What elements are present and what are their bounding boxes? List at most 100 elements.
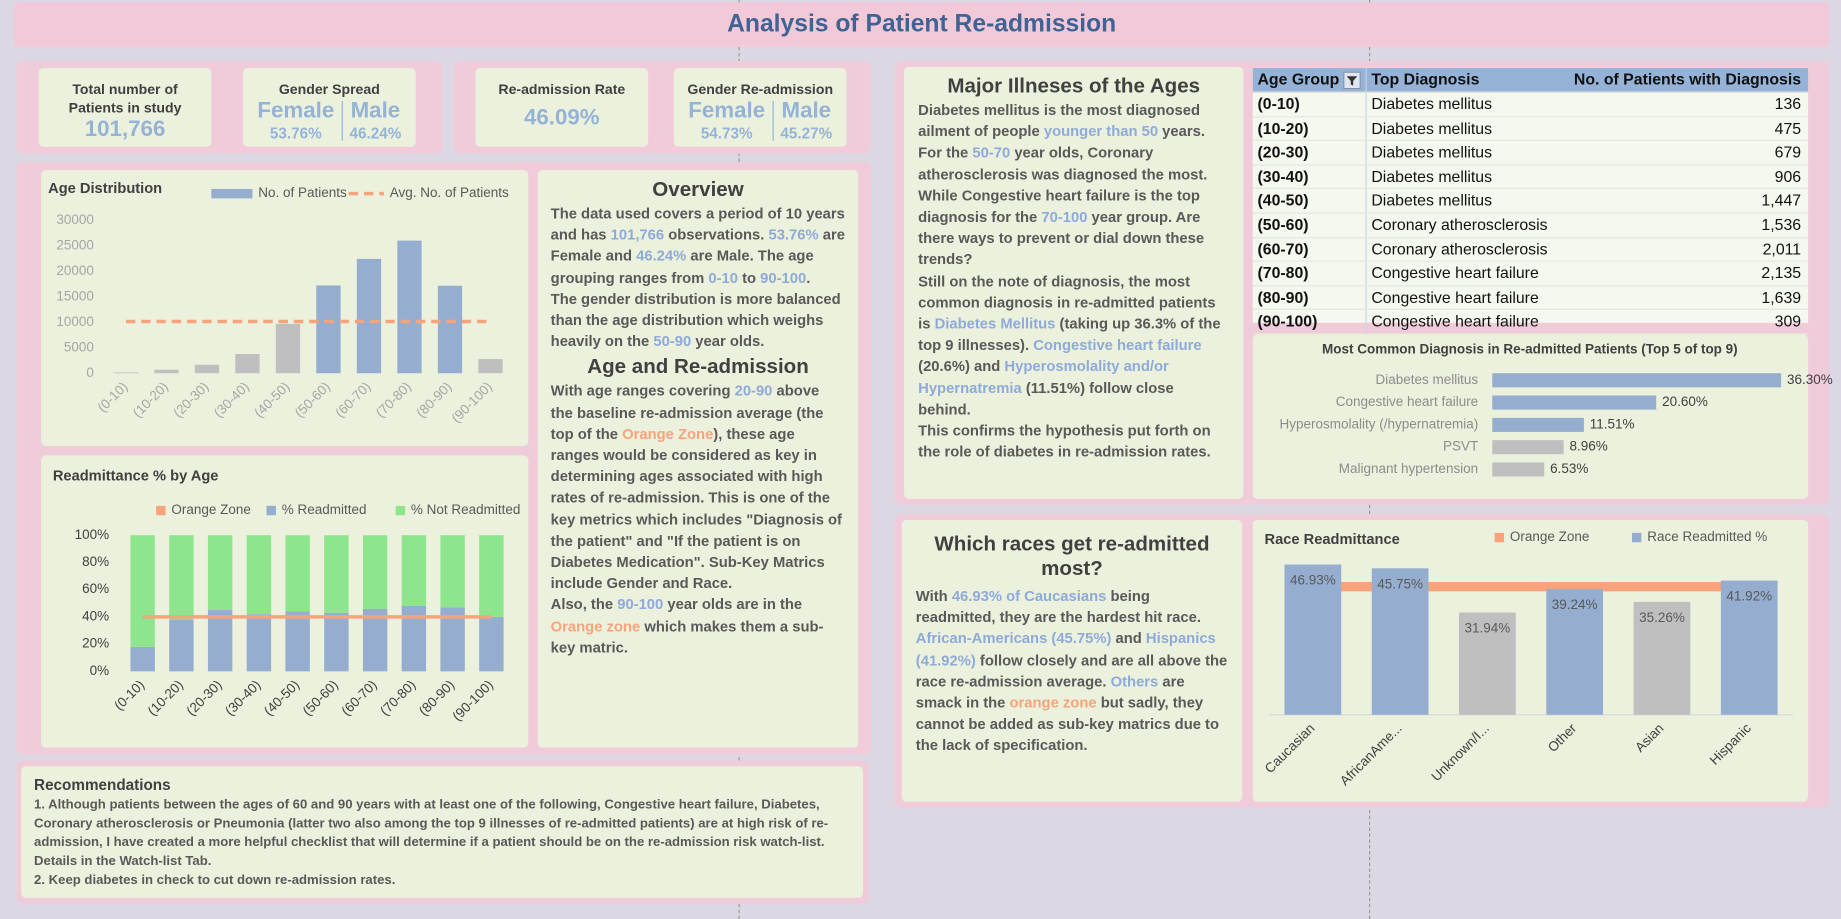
text-segment: This confirms the hypothesis put forth o…: [918, 422, 1211, 461]
legend-label: No. of Patients: [258, 185, 347, 200]
table-cell: 1,447: [1761, 191, 1802, 210]
panel-heading: Major Illneses of the Ages: [947, 73, 1201, 98]
chart-title: Race Readmittance: [1265, 532, 1400, 548]
kpi-pair: Female 53.76% Male 46.24%: [243, 99, 416, 144]
table-cell: (20-30): [1253, 141, 1367, 165]
text-segment: year group. Are there ways to prevent or…: [918, 208, 1205, 269]
bar: [1492, 462, 1545, 477]
y-tick-label: 0%: [90, 663, 110, 678]
x-tick-label: (40-50): [251, 379, 292, 420]
x-tick-label: (10-20): [145, 677, 186, 718]
y-tick-label: 5000: [64, 339, 94, 354]
table-cell: (0-10): [1253, 92, 1367, 116]
bar: [356, 258, 382, 374]
filter-icon[interactable]: [1343, 71, 1361, 90]
data-label: 36.30%: [1787, 372, 1833, 387]
table-cell: Congestive heart failure: [1371, 312, 1539, 331]
bar: [316, 285, 341, 374]
x-tick-label: (60-70): [338, 677, 379, 718]
category-label: PSVT: [1443, 439, 1478, 454]
text-segment: 2. Keep diabetes in check to cut down re…: [34, 873, 396, 888]
table-cell: 1,536: [1761, 215, 1802, 234]
legend-label: Orange Zone: [1510, 529, 1589, 544]
text-segment: year olds, Coronary atherosclerosis was …: [918, 144, 1208, 226]
kpi-item: Female 54.73%: [681, 99, 772, 144]
separator: [772, 100, 774, 141]
text-segment: are smack in the: [915, 673, 1185, 712]
text-segment: above the baseline re-admission average …: [550, 383, 824, 443]
kpi-item: Female 53.76%: [250, 99, 341, 144]
text-segment: which makes them a sub-key matric.: [550, 618, 824, 656]
text-segment: 1. Although patients between the ages of…: [34, 798, 829, 869]
data-label: 41.92%: [1726, 589, 1772, 604]
text-segment: The data used covers a period of 10 year…: [550, 205, 845, 244]
text-segment: but sadly, they cannot be added as sub-k…: [915, 694, 1220, 755]
y-tick-label: 80%: [82, 554, 109, 569]
panel-heading: Which races get re-admitted most?: [934, 531, 1210, 580]
text-panel: Recommendations 1. Although patients bet…: [21, 766, 863, 898]
chart-title: Age Distribution: [48, 181, 162, 197]
x-tick-label: (50-60): [300, 677, 341, 718]
highlight: 70-100: [1041, 208, 1088, 226]
bar-segment: [207, 610, 233, 672]
bar-segment: [169, 535, 194, 620]
highlight: 90-100: [617, 596, 664, 614]
data-label: 35.26%: [1639, 610, 1685, 625]
bar-segment: [324, 535, 349, 613]
legend-label: Race Readmitted %: [1647, 529, 1767, 544]
text-segment: are Female and: [550, 226, 845, 265]
kpi-name: Male: [350, 98, 401, 124]
table-row: (30-40) Diabetes mellitus 906: [1252, 165, 1809, 190]
table-cell: Diabetes mellitus: [1371, 167, 1493, 186]
table-cell: (50-60): [1253, 213, 1367, 237]
highlight: Orange Zone: [622, 425, 714, 443]
bar-segment: [246, 614, 272, 672]
x-tick-label: (90-100): [448, 379, 495, 426]
highlight: African-Americans (45.75%): [915, 630, 1112, 648]
highlight: 46.93% of Caucasians: [951, 588, 1107, 605]
text-segment: observations.: [664, 226, 769, 244]
data-label: 6.53%: [1550, 461, 1588, 476]
table-header: Age Group Top Diagnosis No. of Patients wi…: [1252, 68, 1809, 93]
table-row: (50-60) Coronary atherosclerosis 1,536: [1252, 213, 1809, 238]
text-segment: .: [806, 269, 811, 286]
x-tick-label: Other: [1545, 720, 1580, 755]
text-segment: With: [915, 588, 952, 605]
highlight: younger than 50: [1043, 123, 1159, 140]
x-tick-label: (20-30): [170, 379, 211, 420]
legend-label: % Readmitted: [282, 502, 367, 517]
chart: Race Readmittance Orange Zone Race Readmit…: [1262, 529, 1793, 788]
bar: [1720, 580, 1778, 715]
table-cell: Diabetes mellitus: [1371, 143, 1493, 162]
table-cell: 2,011: [1762, 240, 1802, 258]
bar: [275, 323, 301, 374]
y-tick-label: 0: [86, 365, 94, 380]
bar: [1492, 440, 1564, 455]
x-tick-label: (0-10): [95, 379, 131, 415]
bar-segment: [440, 535, 465, 608]
legend-swatch: [1632, 532, 1642, 543]
bar: [397, 240, 422, 374]
text-segment: year olds are in the: [663, 596, 803, 614]
bar: [1459, 612, 1516, 715]
y-tick-label: 100%: [75, 527, 110, 542]
table-cell: Diabetes mellitus: [1371, 191, 1493, 210]
kpi-name: Female: [257, 98, 335, 124]
panel-body: With age ranges covering 20-90 above the…: [551, 381, 846, 659]
highlight: Hyperosmolality and/or Hypernatremia: [918, 358, 1169, 397]
highlight: 46.24%: [636, 248, 687, 265]
legend-label: % Not Readmitted: [411, 502, 520, 517]
x-tick-label: (60-70): [332, 379, 373, 420]
table-cell: (60-70): [1253, 237, 1367, 261]
category-label: Congestive heart failure: [1336, 394, 1478, 409]
table-row: (10-20) Diabetes mellitus 475: [1252, 116, 1809, 142]
bar-segment: [479, 616, 504, 672]
text-segment: ), these age ranges would be considered …: [550, 425, 842, 592]
x-tick-label: Hispanic: [1707, 720, 1754, 767]
bar-segment: [285, 611, 310, 672]
kpi-card: Gender Re-admission Female 54.73% Male 45.…: [673, 68, 847, 147]
data-label: 39.24%: [1552, 597, 1598, 612]
table-cell: (10-20): [1253, 116, 1367, 140]
x-tick-label: (70-80): [373, 379, 414, 420]
